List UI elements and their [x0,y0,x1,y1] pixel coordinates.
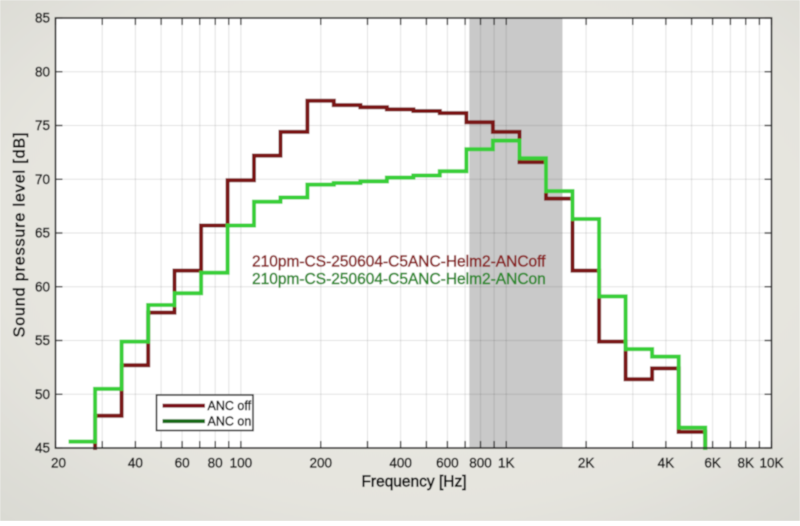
svg-text:10K: 10K [759,456,783,471]
svg-text:ANC off: ANC off [208,399,252,413]
svg-text:6K: 6K [704,456,721,471]
svg-text:100: 100 [230,456,253,471]
svg-text:210pm-CS-250604-C5ANC-Helm2-AN: 210pm-CS-250604-C5ANC-Helm2-ANCoff [252,254,546,271]
svg-text:40: 40 [128,456,143,471]
svg-text:210pm-CS-250604-C5ANC-Helm2-AN: 210pm-CS-250604-C5ANC-Helm2-ANCon [252,271,546,288]
svg-text:4K: 4K [658,456,675,471]
svg-text:20: 20 [51,456,66,471]
svg-text:75: 75 [35,118,50,133]
svg-text:800: 800 [469,456,492,471]
svg-text:60: 60 [175,456,190,471]
svg-text:80: 80 [208,456,223,471]
svg-text:50: 50 [35,387,50,402]
svg-text:2K: 2K [578,456,595,471]
svg-text:Frequency [Hz]: Frequency [Hz] [361,474,466,491]
svg-text:85: 85 [35,11,50,26]
svg-text:Sound pressure level [dB]: Sound pressure level [dB] [12,132,29,338]
svg-text:70: 70 [35,172,50,187]
svg-text:45: 45 [35,441,50,456]
svg-text:200: 200 [310,456,333,471]
svg-text:1K: 1K [498,456,515,471]
svg-text:ANC on: ANC on [208,415,252,429]
svg-text:60: 60 [35,279,50,294]
svg-text:55: 55 [35,333,50,348]
svg-text:600: 600 [436,456,459,471]
svg-text:65: 65 [35,226,50,241]
svg-text:80: 80 [35,65,50,80]
svg-text:8K: 8K [738,456,755,471]
svg-text:400: 400 [389,456,412,471]
